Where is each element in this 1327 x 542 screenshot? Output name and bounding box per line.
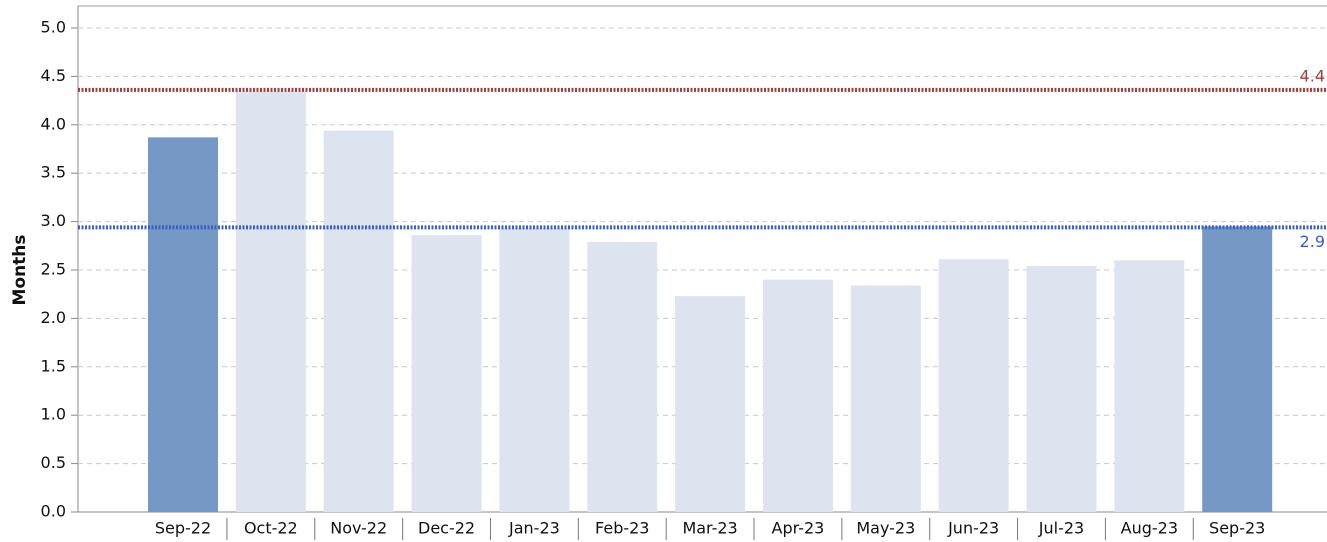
x-tick-label: Mar-23 <box>682 519 737 538</box>
x-tick-label: Aug-23 <box>1121 519 1178 538</box>
y-tick-label: 4.0 <box>41 114 66 133</box>
x-tick-label: Sep-23 <box>1209 519 1265 538</box>
x-tick-label: May-23 <box>856 519 915 538</box>
y-tick-label: 4.5 <box>41 66 66 85</box>
x-tick-label: Nov-22 <box>330 519 387 538</box>
reference-label: 4.4 <box>1300 66 1325 85</box>
bar <box>762 279 833 512</box>
bar <box>938 259 1009 512</box>
bar <box>675 296 746 512</box>
y-tick-label: 2.0 <box>41 308 66 327</box>
x-tick-label: Apr-23 <box>772 519 825 538</box>
bar <box>235 90 306 512</box>
y-tick-label: 0.5 <box>41 453 66 472</box>
bar <box>1202 226 1273 513</box>
bar <box>1114 260 1185 512</box>
y-tick-label: 3.5 <box>41 163 66 182</box>
y-axis-label: Months <box>10 234 30 305</box>
y-tick-label: 1.5 <box>41 356 66 375</box>
reference-label: 2.9 <box>1300 232 1325 251</box>
bar <box>499 228 570 512</box>
y-tick-label: 5.0 <box>41 17 66 36</box>
y-tick-label: 0.0 <box>41 502 66 521</box>
bar <box>323 130 394 512</box>
x-tick-label: Jun-23 <box>947 519 999 538</box>
y-tick-label: 1.0 <box>41 405 66 424</box>
x-tick-label: Oct-22 <box>244 519 298 538</box>
bar <box>587 241 658 512</box>
x-tick-label: Dec-22 <box>418 519 475 538</box>
bar <box>411 235 482 512</box>
bar <box>148 137 218 512</box>
bar <box>1026 266 1097 512</box>
y-tick-label: 2.5 <box>41 259 66 278</box>
x-tick-label: Jan-23 <box>508 519 560 538</box>
x-tick-label: Jul-23 <box>1038 519 1084 538</box>
bar <box>850 285 921 512</box>
x-tick-label: Sep-22 <box>155 519 211 538</box>
x-tick-label: Feb-23 <box>595 519 649 538</box>
y-tick-label: 3.0 <box>41 211 66 230</box>
